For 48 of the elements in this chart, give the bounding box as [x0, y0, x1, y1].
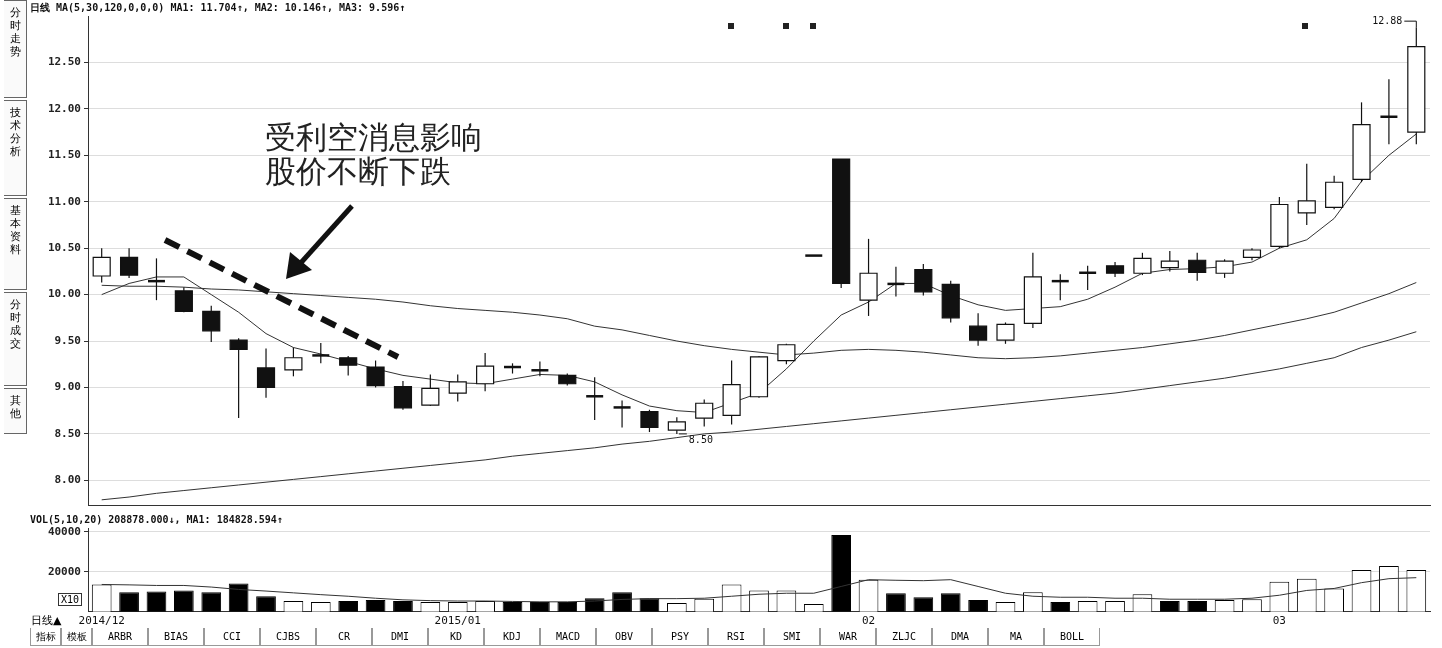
y-tick-label: 10.00	[47, 287, 81, 301]
annotation: 受利空消息影响股价不断下跌	[265, 119, 483, 189]
text: 技术分析	[9, 106, 21, 158]
chart-title: 日线 MA(5,30,120,0,0,0) MA1: 11.704↑, MA2: 10.146↑, MA3: 9.596↑	[30, 1, 406, 13]
text: KD	[428, 628, 484, 646]
text: DMA	[932, 628, 988, 646]
x-tick-label: 2015/01	[434, 614, 481, 628]
text: 指标	[30, 628, 61, 646]
text: DMI	[372, 628, 428, 646]
y-tick-label: 8.00	[54, 473, 81, 487]
text: BIAS	[148, 628, 204, 646]
y-tick-label: 11.50	[47, 148, 81, 162]
text: KDJ	[484, 628, 540, 646]
text: 模板	[61, 628, 92, 646]
text: 基本资料	[9, 204, 21, 256]
text: WAR	[820, 628, 876, 646]
text: 分时成交	[9, 298, 21, 350]
annotation: 8.50	[688, 434, 713, 446]
annotation: 12.88	[1372, 14, 1403, 26]
y-tick-label: 11.00	[47, 194, 81, 208]
y-tick-label: 9.00	[54, 380, 81, 394]
x-tick-label: 2014/12	[78, 614, 125, 628]
text: 其他	[9, 394, 21, 420]
text: MACD	[540, 628, 596, 646]
y-tick-label: 10.50	[47, 241, 81, 255]
text: SMI	[764, 628, 820, 646]
text: RSI	[708, 628, 764, 646]
y-tick-label: 12.00	[47, 101, 81, 115]
x-tick-label: 02	[861, 614, 876, 628]
y-tick-label: 9.50	[54, 333, 81, 347]
text: BOLL	[1044, 628, 1100, 646]
text: ZLJC	[876, 628, 932, 646]
text: 分时走势	[9, 6, 21, 58]
text: CCI	[204, 628, 260, 646]
text: PSY	[652, 628, 708, 646]
chart-title: VOL(5,10,20) 208878.000↓, MA1: 184828.594↑	[30, 513, 283, 525]
text: X10	[58, 593, 83, 606]
text: OBV	[596, 628, 652, 646]
text: 日线▲	[31, 613, 62, 628]
y-tick-label: 12.50	[47, 55, 81, 69]
text: CJBS	[260, 628, 316, 646]
text: CR	[316, 628, 372, 646]
text: MA	[988, 628, 1044, 646]
text: ARBR	[92, 628, 148, 646]
y-tick-label: 40000	[47, 524, 81, 538]
y-tick-label: 20000	[47, 564, 81, 578]
y-tick-label: 8.50	[54, 426, 81, 440]
x-tick-label: 03	[1272, 614, 1286, 628]
